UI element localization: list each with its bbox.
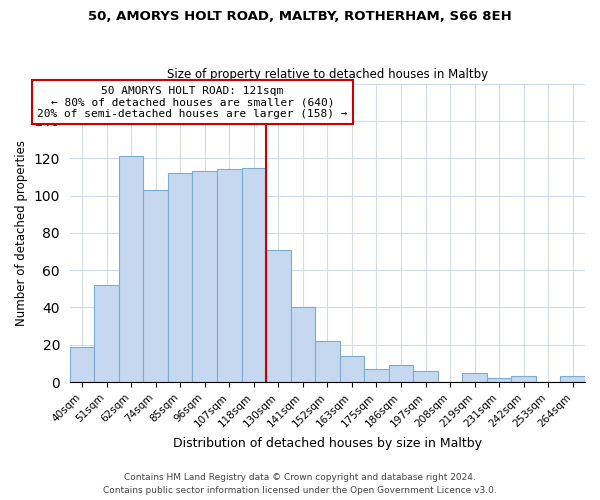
Bar bbox=[266, 250, 290, 382]
Bar bbox=[340, 356, 364, 382]
Text: 50 AMORYS HOLT ROAD: 121sqm
← 80% of detached houses are smaller (640)
20% of se: 50 AMORYS HOLT ROAD: 121sqm ← 80% of det… bbox=[37, 86, 347, 119]
Bar bbox=[413, 371, 438, 382]
Bar bbox=[487, 378, 511, 382]
Bar bbox=[389, 366, 413, 382]
Bar bbox=[290, 308, 315, 382]
Y-axis label: Number of detached properties: Number of detached properties bbox=[15, 140, 28, 326]
Text: 50, AMORYS HOLT ROAD, MALTBY, ROTHERHAM, S66 8EH: 50, AMORYS HOLT ROAD, MALTBY, ROTHERHAM,… bbox=[88, 10, 512, 23]
Bar bbox=[242, 168, 266, 382]
Bar bbox=[560, 376, 585, 382]
Bar bbox=[511, 376, 536, 382]
Text: Contains HM Land Registry data © Crown copyright and database right 2024.
Contai: Contains HM Land Registry data © Crown c… bbox=[103, 474, 497, 495]
Bar bbox=[463, 373, 487, 382]
Bar bbox=[119, 156, 143, 382]
Bar bbox=[94, 285, 119, 382]
Bar bbox=[168, 173, 193, 382]
Bar bbox=[193, 171, 217, 382]
Title: Size of property relative to detached houses in Maltby: Size of property relative to detached ho… bbox=[167, 68, 488, 81]
Bar bbox=[143, 190, 168, 382]
Bar bbox=[217, 170, 242, 382]
Bar bbox=[70, 346, 94, 382]
X-axis label: Distribution of detached houses by size in Maltby: Distribution of detached houses by size … bbox=[173, 437, 482, 450]
Bar bbox=[315, 341, 340, 382]
Bar bbox=[364, 369, 389, 382]
